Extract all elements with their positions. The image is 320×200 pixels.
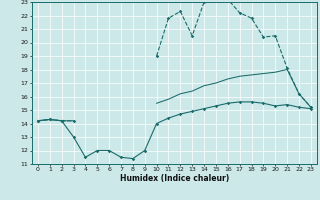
X-axis label: Humidex (Indice chaleur): Humidex (Indice chaleur) [120,174,229,183]
